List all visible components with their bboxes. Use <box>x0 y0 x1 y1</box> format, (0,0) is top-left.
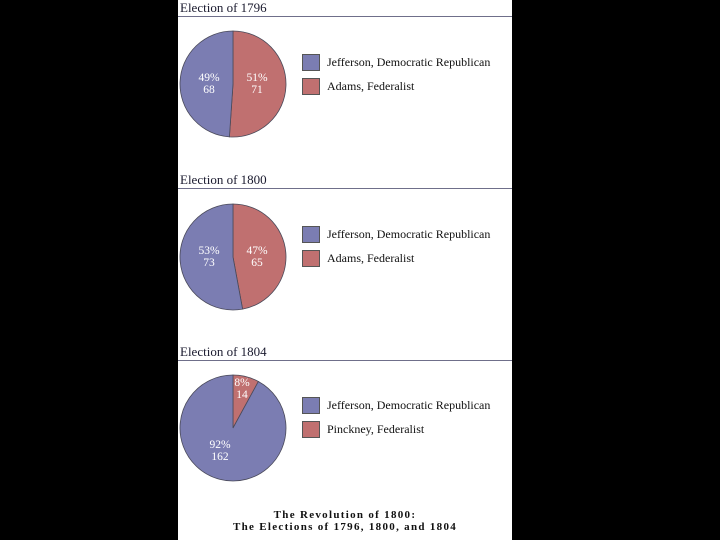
chart-2-slice-jefferson <box>179 203 244 311</box>
legend-label: Jefferson, Democratic Republican <box>327 397 491 412</box>
chart-1-slice-votes: 68 <box>203 84 215 96</box>
chart-3-legend-item-federalist: Pinckney, Federalist <box>302 419 424 439</box>
chart-2-pie <box>179 203 287 311</box>
legend-label: Jefferson, Democratic Republican <box>327 54 491 69</box>
chart-2-divider <box>178 188 512 189</box>
chart-1-pie <box>179 30 287 138</box>
chart-3-legend-item-jefferson: Jefferson, Democratic Republican <box>302 395 490 415</box>
chart-2-slice-votes: 73 <box>203 257 215 269</box>
legend-swatch <box>302 225 320 243</box>
legend-label: Pinckney, Federalist <box>327 421 425 436</box>
chart-3-title: Election of 1804 <box>180 344 267 359</box>
chart-2-title: Election of 1800 <box>180 172 267 187</box>
chart-3-slice-votes: 14 <box>236 389 248 401</box>
chart-1-title: Election of 1796 <box>180 0 267 15</box>
legend-swatch <box>302 77 320 95</box>
caption-line-2: The Elections of 1796, 1800, and 1804 <box>232 521 458 533</box>
chart-panel: Election of 1796 49% 68 51% 71 Jefferson, Dem… <box>178 0 512 540</box>
legend-label: Jefferson, Democratic Republican <box>327 226 491 241</box>
legend-swatch <box>302 249 320 267</box>
chart-1-slice-label-federalist: 51% 71 <box>235 72 279 96</box>
chart-1-divider <box>178 16 512 17</box>
chart-3-slice-jefferson <box>179 374 287 482</box>
chart-1-slice-jefferson <box>179 30 234 138</box>
chart-1-slice-votes: 71 <box>251 84 263 96</box>
chart-1-slice-label-jefferson: 49% 68 <box>187 72 231 96</box>
legend-label: Adams, Federalist <box>327 78 415 93</box>
chart-3-pie <box>179 374 287 482</box>
legend-swatch <box>302 420 320 438</box>
chart-3-slice-votes: 162 <box>211 451 229 463</box>
chart-2-legend-item-federalist: Adams, Federalist <box>302 248 414 268</box>
caption-line-1: The Revolution of 1800: <box>273 509 417 521</box>
chart-3-slice-label-federalist: 8% 14 <box>220 377 264 401</box>
chart-2-slice-percent: 53% <box>198 245 220 257</box>
chart-1-slice-percent: 49% <box>198 72 220 84</box>
chart-2-slice-votes: 65 <box>251 257 263 269</box>
chart-1-slice-federalist <box>228 30 287 138</box>
chart-1-legend-item-federalist: Adams, Federalist <box>302 76 414 96</box>
chart-2-slice-percent: 47% <box>246 245 268 257</box>
chart-3-slice-percent: 8% <box>234 377 250 389</box>
chart-2-slice-label-jefferson: 53% 73 <box>187 245 231 269</box>
chart-3-divider <box>178 360 512 361</box>
chart-2-legend-item-jefferson: Jefferson, Democratic Republican <box>302 224 490 244</box>
chart-1-legend-item-jefferson: Jefferson, Democratic Republican <box>302 52 490 72</box>
legend-label: Adams, Federalist <box>327 250 415 265</box>
chart-1-slice-percent: 51% <box>246 72 268 84</box>
chart-2-slice-federalist <box>232 203 287 310</box>
chart-3-slice-label-jefferson: 92% 162 <box>198 439 242 463</box>
legend-swatch <box>302 396 320 414</box>
legend-swatch <box>302 53 320 71</box>
chart-3-slice-percent: 92% <box>209 439 231 451</box>
chart-2-slice-label-federalist: 47% 65 <box>235 245 279 269</box>
